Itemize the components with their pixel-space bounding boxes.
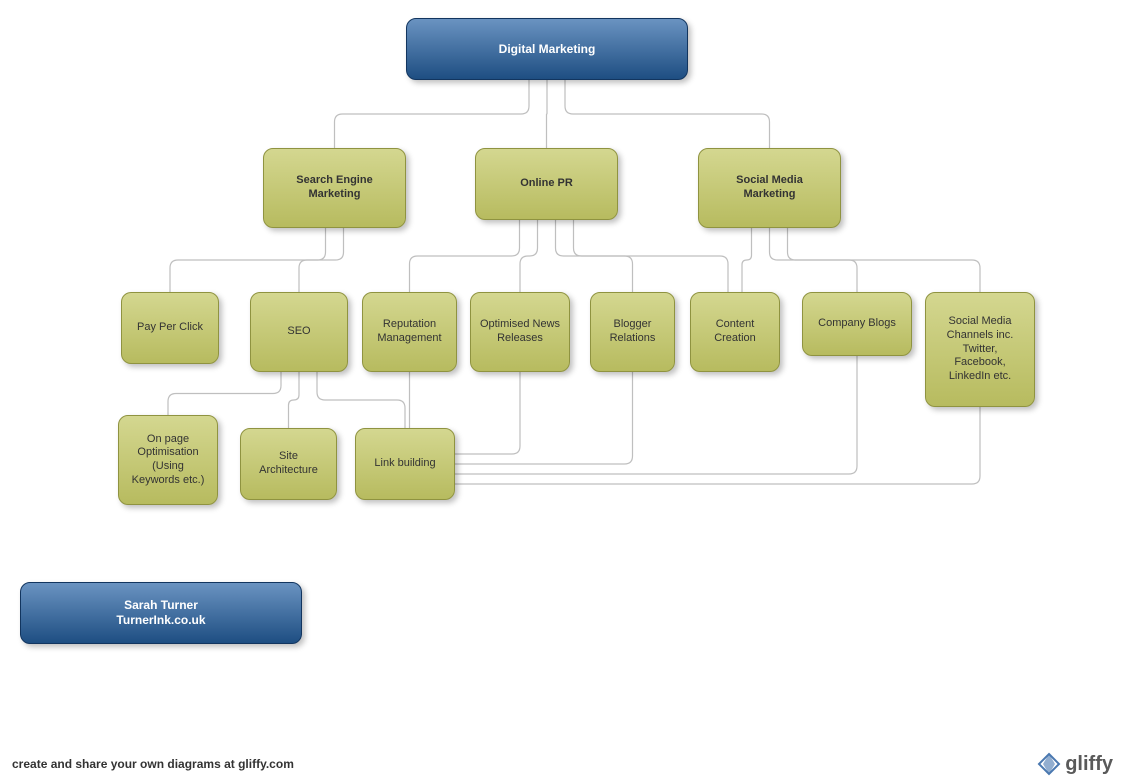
edge-root-sem — [335, 80, 530, 148]
node-linkbld: Link building — [355, 428, 455, 500]
node-label: Search EngineMarketing — [296, 174, 372, 202]
node-credit: Sarah TurnerTurnerInk.co.uk — [20, 582, 302, 644]
diagram-canvas: { "canvas": { "width": 1125, "height": 7… — [0, 0, 1125, 783]
edge-opr-contcre — [574, 220, 729, 292]
edge-seo-onpage — [168, 372, 281, 415]
footer: create and share your own diagrams at gl… — [0, 745, 1125, 783]
node-opr: Online PR — [475, 148, 618, 220]
node-label: Social MediaMarketing — [736, 174, 803, 202]
edge-channels-linkbld — [455, 407, 980, 484]
edge-smm-channels — [788, 228, 981, 292]
node-label: Digital Marketing — [499, 42, 596, 57]
node-label: Online PR — [520, 177, 573, 191]
edge-optnews-linkbld — [455, 372, 520, 454]
node-label: Optimised NewsReleases — [480, 318, 560, 346]
edge-seo-linkbld — [317, 372, 405, 428]
node-label: Sarah TurnerTurnerInk.co.uk — [116, 598, 205, 628]
node-contcre: ContentCreation — [690, 292, 780, 372]
footer-brand-text: gliffy — [1065, 753, 1113, 776]
node-label: Link building — [374, 457, 435, 471]
gliffy-icon — [1037, 752, 1061, 776]
edge-opr-optnews — [520, 220, 538, 292]
edge-root-smm — [565, 80, 770, 148]
node-sem: Search EngineMarketing — [263, 148, 406, 228]
node-label: BloggerRelations — [610, 318, 656, 346]
edge-sem-ppc — [170, 228, 326, 292]
node-root: Digital Marketing — [406, 18, 688, 80]
edge-opr-blogrel — [556, 220, 633, 292]
node-onpage: On pageOptimisation(UsingKeywords etc.) — [118, 415, 218, 505]
edge-sem-seo — [299, 228, 344, 292]
node-smm: Social MediaMarketing — [698, 148, 841, 228]
node-label: ContentCreation — [714, 318, 756, 346]
edge-coblogs-linkbld — [455, 356, 857, 474]
node-optnews: Optimised NewsReleases — [470, 292, 570, 372]
footer-tagline: create and share your own diagrams at gl… — [12, 757, 294, 771]
node-label: Social MediaChannels inc.Twitter,Faceboo… — [947, 315, 1014, 384]
node-label: SEO — [287, 325, 310, 339]
edge-smm-contcre — [742, 228, 752, 292]
node-blogrel: BloggerRelations — [590, 292, 675, 372]
node-label: ReputationManagement — [377, 318, 441, 346]
footer-brand: gliffy — [1037, 752, 1113, 776]
node-repmgmt: ReputationManagement — [362, 292, 457, 372]
edge-smm-coblogs — [770, 228, 858, 292]
node-channels: Social MediaChannels inc.Twitter,Faceboo… — [925, 292, 1035, 407]
node-label: SiteArchitecture — [259, 450, 318, 478]
edge-blogrel-linkbld — [455, 372, 633, 464]
node-ppc: Pay Per Click — [121, 292, 219, 364]
node-seo: SEO — [250, 292, 348, 372]
edge-root-opr — [547, 80, 548, 148]
edge-opr-repmgmt — [410, 220, 520, 292]
node-label: On pageOptimisation(UsingKeywords etc.) — [132, 433, 205, 488]
node-label: Company Blogs — [818, 317, 896, 331]
node-sitearch: SiteArchitecture — [240, 428, 337, 500]
node-coblogs: Company Blogs — [802, 292, 912, 356]
node-label: Pay Per Click — [137, 321, 203, 335]
edge-seo-sitearch — [289, 372, 300, 428]
